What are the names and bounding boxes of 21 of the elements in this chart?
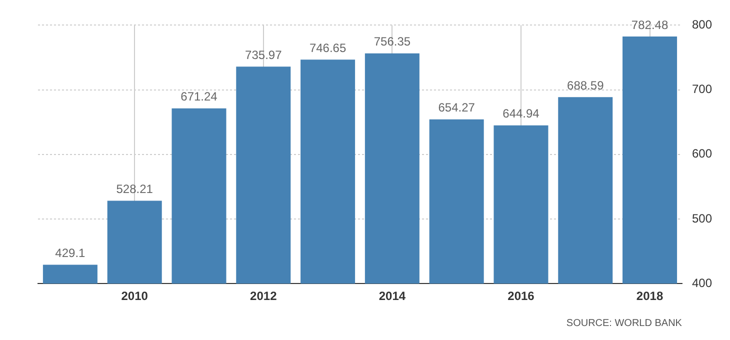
y-tick-label: 800 (692, 18, 712, 32)
data-label: 429.1 (55, 246, 86, 260)
data-label: 644.94 (502, 106, 540, 121)
data-label: 671.24 (180, 90, 218, 104)
x-tick-label: 2016 (508, 289, 535, 304)
data-label: 528.21 (116, 182, 154, 196)
y-tick-label: 500 (692, 211, 712, 226)
y-tick-label: 400 (692, 276, 712, 290)
data-label: 654.27 (438, 100, 476, 115)
source-note: SOURCE: WORLD BANK (566, 318, 682, 329)
x-tick-label: 2018 (636, 289, 664, 304)
data-label: 688.59 (567, 78, 604, 92)
data-label: 735.97 (245, 48, 282, 62)
data-label: 746.65 (309, 40, 346, 55)
data-label: 756.35 (374, 34, 411, 49)
data-label: 782.48 (631, 18, 668, 32)
x-tick-label: 2012 (250, 289, 278, 304)
x-tick-label: 2014 (378, 289, 406, 304)
y-tick-label: 600 (692, 146, 712, 161)
x-tick-label: 2010 (121, 289, 148, 304)
y-tick-label: 700 (692, 82, 712, 96)
